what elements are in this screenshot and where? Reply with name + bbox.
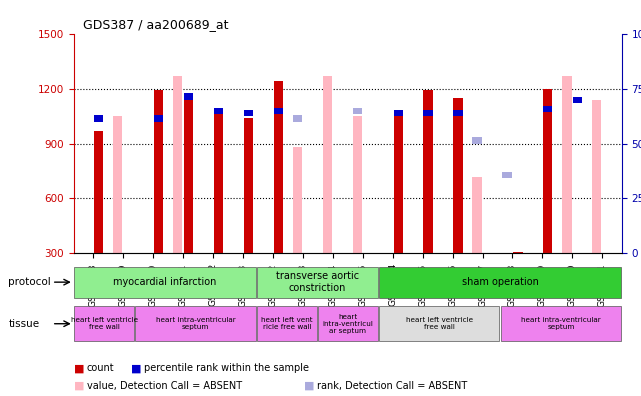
Bar <box>244 110 253 116</box>
Bar <box>513 251 522 253</box>
Bar <box>379 307 499 341</box>
Bar <box>74 307 134 341</box>
Bar <box>257 267 378 298</box>
Text: GDS387 / aa200689_at: GDS387 / aa200689_at <box>83 18 229 31</box>
Bar <box>453 110 463 116</box>
Bar <box>424 90 433 253</box>
Bar <box>472 177 481 253</box>
Bar <box>173 76 182 253</box>
Text: heart left ventricle
free wall: heart left ventricle free wall <box>71 317 138 330</box>
Bar <box>274 108 283 114</box>
Bar <box>353 116 362 253</box>
Text: ■: ■ <box>74 381 84 391</box>
Bar <box>562 76 572 253</box>
Text: protocol: protocol <box>8 277 51 287</box>
Bar <box>184 99 193 253</box>
Bar <box>503 172 512 178</box>
Text: heart intra-ventricular
septum: heart intra-ventricular septum <box>156 317 235 330</box>
Text: value, Detection Call = ABSENT: value, Detection Call = ABSENT <box>87 381 242 391</box>
Text: tissue: tissue <box>8 318 40 329</box>
Bar <box>135 307 256 341</box>
Bar <box>74 267 256 298</box>
Bar <box>394 110 403 116</box>
Bar <box>274 81 283 253</box>
Bar <box>293 147 302 253</box>
Text: ■: ■ <box>74 363 84 373</box>
Bar <box>184 93 193 99</box>
Bar <box>322 76 332 253</box>
Text: rank, Detection Call = ABSENT: rank, Detection Call = ABSENT <box>317 381 467 391</box>
Text: myocardial infarction: myocardial infarction <box>113 277 217 287</box>
Bar <box>453 98 463 253</box>
Bar <box>113 116 122 253</box>
Text: transverse aortic
constriction: transverse aortic constriction <box>276 271 359 293</box>
Text: percentile rank within the sample: percentile rank within the sample <box>144 363 309 373</box>
Text: count: count <box>87 363 114 373</box>
Bar <box>154 90 163 253</box>
Bar <box>573 97 583 103</box>
Bar <box>424 110 433 116</box>
Bar <box>293 115 302 122</box>
Text: heart
intra-ventricul
ar septum: heart intra-ventricul ar septum <box>322 314 373 334</box>
Bar <box>543 106 553 112</box>
Text: ■: ■ <box>131 363 142 373</box>
Bar <box>592 99 601 253</box>
Text: heart left ventricle
free wall: heart left ventricle free wall <box>406 317 472 330</box>
Bar <box>94 115 103 122</box>
Bar <box>353 108 362 114</box>
Bar <box>318 307 378 341</box>
Bar <box>394 114 403 253</box>
Text: sham operation: sham operation <box>462 277 538 287</box>
Bar <box>214 109 223 253</box>
Bar <box>543 89 553 253</box>
Text: heart left vent
ricle free wall: heart left vent ricle free wall <box>261 317 313 330</box>
Bar <box>257 307 317 341</box>
Bar <box>244 118 253 253</box>
Bar <box>214 108 223 114</box>
Bar <box>379 267 621 298</box>
Bar <box>501 307 621 341</box>
Bar <box>154 115 163 122</box>
Bar <box>472 137 481 143</box>
Bar <box>94 131 103 253</box>
Text: heart intra-ventricular
septum: heart intra-ventricular septum <box>521 317 601 330</box>
Text: ■: ■ <box>304 381 315 391</box>
